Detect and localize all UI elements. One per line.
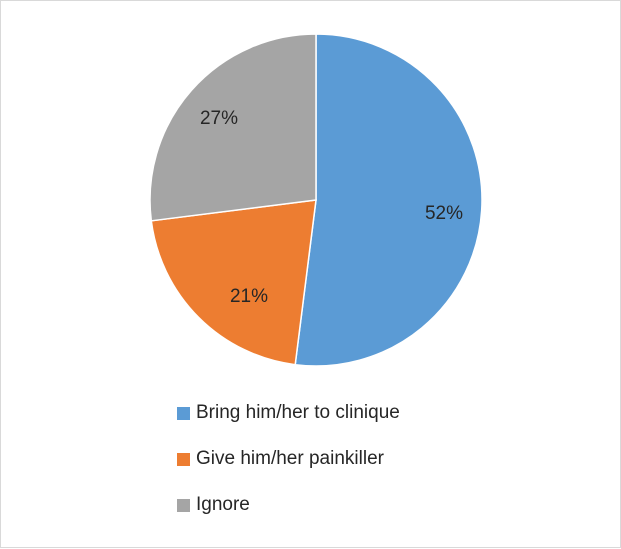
- legend: Bring him/her to clinique Give him/her p…: [177, 402, 400, 541]
- pie-value-label-1: 21%: [230, 286, 268, 307]
- pie-value-labels: 52% 21% 27%: [200, 108, 463, 307]
- legend-swatch: [177, 452, 190, 466]
- legend-swatch: [177, 498, 190, 512]
- legend-item-bring-to-clinique: Bring him/her to clinique: [177, 402, 400, 423]
- legend-item-ignore: Ignore: [177, 494, 400, 515]
- legend-label: Give him/her painkiller: [196, 448, 384, 469]
- legend-label: Ignore: [196, 494, 250, 515]
- pie-slice-1: [150, 199, 317, 366]
- pie-slice-0: [294, 33, 483, 367]
- pie-slices: [149, 33, 483, 367]
- pie-value-label-2: 27%: [200, 108, 238, 129]
- pie-slice-2: [149, 33, 317, 222]
- legend-swatch: [177, 406, 190, 420]
- legend-item-give-painkiller: Give him/her painkiller: [177, 448, 400, 469]
- legend-label: Bring him/her to clinique: [196, 402, 400, 423]
- pie-value-label-0: 52%: [425, 203, 463, 224]
